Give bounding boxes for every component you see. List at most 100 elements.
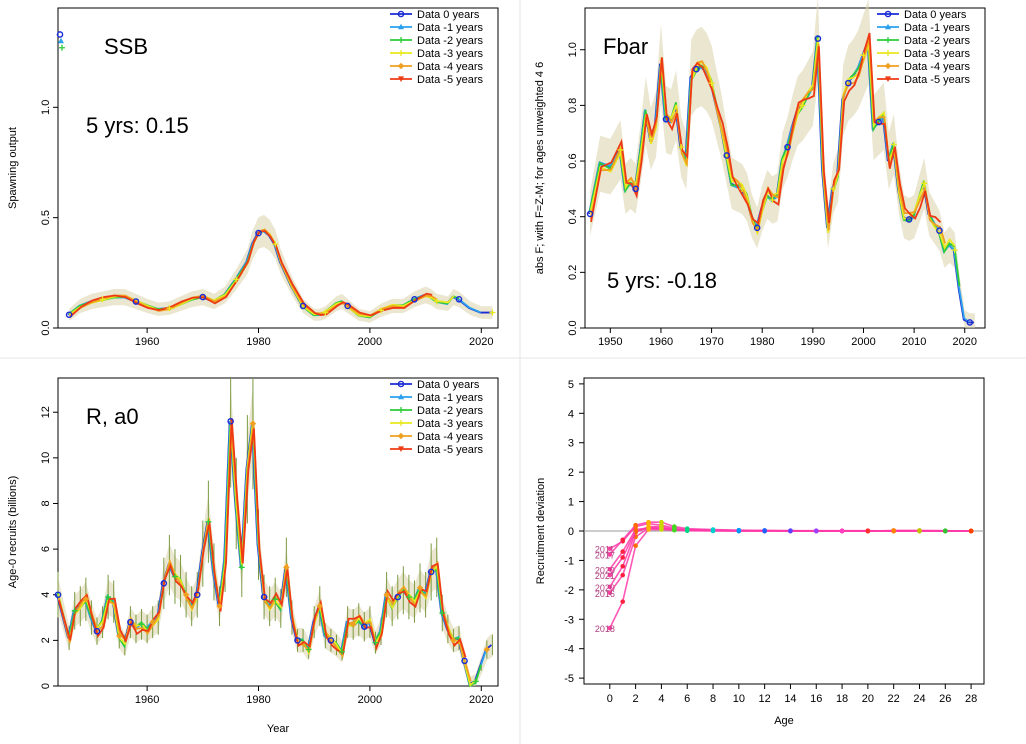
x-tick-label: 2 — [633, 693, 639, 705]
series-point — [966, 319, 974, 326]
legend-label: Data -4 years — [417, 431, 484, 443]
chart-ssb: 1960 1980 2000 2020 0.0 0.5 1.0 Spawning output… — [7, 7, 499, 348]
early-point — [56, 31, 64, 38]
series-point — [272, 241, 279, 248]
series-point — [844, 79, 852, 87]
chart-annotation: 5 yrs: -0.18 — [607, 268, 717, 293]
y-tick-label: 6 — [40, 546, 52, 552]
legend-label: Data -3 years — [417, 418, 484, 430]
early-point — [59, 44, 65, 51]
legend-label: Data 0 years — [417, 9, 480, 21]
legend-marker — [885, 23, 891, 30]
series-point — [455, 296, 463, 303]
legend-marker — [397, 380, 405, 388]
x-tick-label: 0 — [607, 693, 613, 705]
deviation-point — [942, 528, 948, 534]
series-point — [327, 637, 335, 644]
y-tick-label: 8 — [40, 500, 52, 506]
series-point — [322, 309, 329, 316]
series-point — [283, 564, 290, 571]
series-point — [461, 657, 468, 665]
x-tick-label: 14 — [784, 693, 796, 705]
deviation-point — [607, 584, 613, 590]
legend-marker — [398, 420, 404, 426]
y-tick-label: 2 — [568, 467, 574, 479]
series-point — [105, 594, 112, 601]
series-point — [193, 591, 201, 599]
series-point — [294, 637, 301, 644]
series-point — [617, 146, 624, 153]
legend-marker — [398, 446, 404, 452]
deviation-point — [891, 528, 896, 534]
y-tick-label: 1 — [568, 497, 574, 509]
x-tick-label: 18 — [836, 693, 848, 705]
legend-marker — [885, 76, 891, 82]
series-point — [875, 118, 882, 126]
x-tick-label: 8 — [710, 693, 716, 705]
series-point — [205, 518, 212, 525]
series-point — [814, 35, 822, 42]
series-point — [316, 602, 323, 610]
x-axis-label: Age — [774, 715, 794, 727]
series-point — [349, 621, 357, 628]
x-tick-label: 28 — [965, 693, 977, 705]
deviation-line — [609, 525, 972, 588]
x-tick-label: 1960 — [135, 694, 159, 706]
series-point — [784, 143, 791, 151]
legend-marker — [885, 37, 891, 43]
deviation-point — [607, 590, 613, 596]
series-point — [693, 65, 700, 73]
deviation-point — [607, 546, 613, 551]
series-point — [951, 247, 958, 254]
series-year-label: 2011 — [595, 545, 614, 555]
series-point — [860, 52, 867, 59]
legend-label: Data 0 years — [417, 379, 480, 391]
legend-label: Data -1 years — [417, 392, 484, 404]
series-point — [93, 627, 101, 635]
x-tick-label: 2020 — [953, 336, 977, 348]
x-tick-label: 22 — [888, 693, 900, 705]
chart-title: R, a0 — [86, 404, 139, 429]
series-point — [71, 607, 78, 614]
series-point — [769, 197, 776, 203]
x-tick-label: 1980 — [750, 336, 774, 348]
legend-label: Data -1 years — [417, 22, 484, 34]
x-tick-label: 2000 — [851, 336, 875, 348]
deviation-point — [633, 543, 638, 549]
deviation-point — [620, 564, 626, 569]
deviation-point — [607, 566, 613, 572]
y-tick-label: 4 — [40, 592, 52, 598]
legend-label: Data -2 years — [417, 35, 484, 47]
x-tick-label: 2000 — [358, 694, 382, 706]
x-tick-label: 6 — [684, 693, 690, 705]
chart-title: SSB — [104, 34, 148, 59]
series-point — [238, 564, 245, 571]
deviation-point — [672, 524, 677, 529]
y-axis-label: Spawning output — [7, 127, 19, 209]
chart-recruits: 1960 1980 2000 2020 0 2 4 6 8 10 12 Age-0 recruits … — [7, 377, 499, 735]
series-year-label: 2021 — [595, 571, 615, 581]
series-point — [647, 135, 654, 142]
series-year-label: 2020 — [595, 565, 615, 575]
deviation-point — [813, 528, 819, 534]
series-point — [65, 311, 73, 319]
legend-marker — [398, 50, 404, 56]
legend-label: Data -2 years — [904, 35, 971, 47]
series-line — [590, 32, 942, 225]
deviation-point — [607, 625, 613, 631]
series-line — [69, 230, 433, 318]
x-tick-label: 1970 — [699, 336, 723, 348]
y-axis-label: abs F; with F=Z-M; for ages unweighted 4… — [534, 62, 546, 274]
deviation-point — [607, 572, 613, 578]
y-tick-label: 0 — [40, 683, 52, 689]
series-point — [905, 216, 913, 223]
series-point — [890, 141, 897, 148]
confidence-band — [69, 214, 493, 323]
series-point — [723, 152, 731, 159]
y-tick-label: -5 — [564, 673, 574, 685]
x-tick-label: 1980 — [246, 694, 270, 706]
y-axis-label: Age-0 recruits (billions) — [7, 476, 19, 588]
series-point — [450, 637, 457, 644]
x-tick-label: 26 — [939, 693, 951, 705]
